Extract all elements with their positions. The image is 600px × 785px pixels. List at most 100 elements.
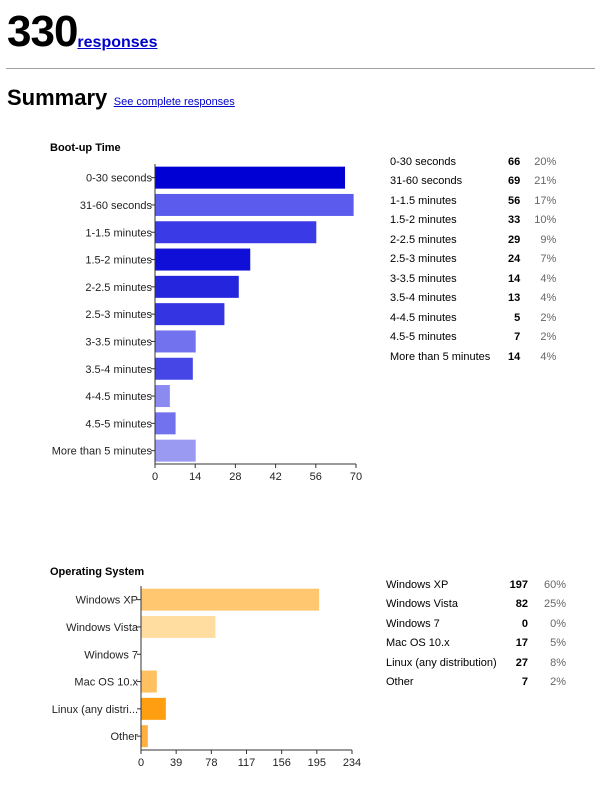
bar-windows-vista bbox=[141, 615, 216, 638]
summary-label: 4.5-5 minutes bbox=[390, 331, 457, 344]
summary-count: 27 bbox=[515, 656, 528, 669]
summary-percent: 2% bbox=[540, 311, 557, 324]
category-label-3-3-5-minutes: 3-3.5 minutes bbox=[85, 336, 152, 348]
summary-label: Windows 7 bbox=[386, 617, 440, 630]
x-tick-label: 117 bbox=[238, 757, 256, 769]
category-label-other: Other bbox=[110, 731, 138, 743]
summary-row-3-5-4-minutes: 3.5-4 minutes 13 4% bbox=[390, 289, 556, 309]
x-tick-label: 78 bbox=[205, 757, 217, 769]
summary-row-windows-vista: Windows Vista 82 25% bbox=[386, 595, 566, 615]
summary-label: 1-1.5 minutes bbox=[390, 194, 457, 207]
summary-label: More than 5 minutes bbox=[390, 350, 491, 363]
summary-count: 7 bbox=[514, 331, 521, 344]
bar-31-60-seconds bbox=[155, 193, 354, 216]
summary-label: 0-30 seconds bbox=[390, 155, 457, 168]
summary-count: 82 bbox=[515, 598, 528, 611]
summary-label: 2-2.5 minutes bbox=[390, 233, 457, 246]
summary-percent: 4% bbox=[540, 272, 557, 285]
boot-up-time-summary-table: 0-30 seconds 66 20% 31-60 seconds 69 21% 1-1.5… bbox=[390, 152, 556, 367]
summary-label: 4-4.5 minutes bbox=[390, 311, 457, 324]
category-label-windows-vista: Windows Vista bbox=[66, 622, 139, 634]
summary-header: Summary See complete responses bbox=[7, 85, 235, 111]
x-tick-label: 156 bbox=[272, 757, 290, 769]
summary-percent: 2% bbox=[540, 331, 557, 344]
see-complete-responses-link[interactable]: See complete responses bbox=[113, 96, 235, 108]
summary-label: 31-60 seconds bbox=[390, 175, 463, 188]
category-label-linux-any-distribution: Linux (any distri... bbox=[52, 704, 138, 716]
bar-1-1-5-minutes bbox=[155, 221, 317, 244]
summary-row-windows-7: Windows 7 0 0% bbox=[386, 614, 566, 634]
summary-row-31-60-seconds: 31-60 seconds 69 21% bbox=[390, 172, 556, 192]
summary-row-2-5-3-minutes: 2.5-3 minutes 24 7% bbox=[390, 250, 556, 270]
category-label-1-1-5-minutes: 1-1.5 minutes bbox=[85, 227, 152, 239]
responses-link[interactable]: responses bbox=[77, 34, 158, 51]
summary-row-windows-xp: Windows XP 197 60% bbox=[386, 575, 566, 595]
summary-row-2-2-5-minutes: 2-2.5 minutes 29 9% bbox=[390, 230, 556, 250]
category-label-2-2-5-minutes: 2-2.5 minutes bbox=[85, 282, 152, 294]
bar-0-30-seconds bbox=[155, 166, 346, 189]
summary-percent: 2% bbox=[550, 676, 566, 689]
category-label-windows-7: Windows 7 bbox=[84, 649, 138, 661]
x-tick-label: 0 bbox=[138, 757, 144, 769]
summary-label: 3.5-4 minutes bbox=[390, 292, 457, 305]
bar-2-2-5-minutes bbox=[155, 275, 239, 298]
summary-row-mac-os-10-x: Mac OS 10.x 17 5% bbox=[386, 634, 566, 654]
category-label-windows-xp: Windows XP bbox=[76, 595, 138, 607]
bar-windows-xp bbox=[141, 588, 320, 611]
category-label-4-4-5-minutes: 4-4.5 minutes bbox=[85, 391, 152, 403]
summary-row-0-30-seconds: 0-30 seconds 66 20% bbox=[390, 152, 556, 172]
summary-count: 13 bbox=[508, 292, 521, 305]
bar-2-5-3-minutes bbox=[155, 303, 225, 326]
bar-4-5-5-minutes bbox=[155, 412, 176, 435]
summary-percent: 60% bbox=[543, 578, 566, 591]
summary-row-4-5-5-minutes: 4.5-5 minutes 7 2% bbox=[390, 328, 556, 348]
summary-count: 56 bbox=[508, 194, 521, 207]
summary-percent: 5% bbox=[550, 637, 566, 650]
category-label-1-5-2-minutes: 1.5-2 minutes bbox=[85, 255, 152, 267]
summary-label: 2.5-3 minutes bbox=[390, 253, 457, 266]
summary-count: 33 bbox=[508, 214, 521, 227]
x-tick-label: 195 bbox=[308, 757, 326, 769]
header: 330responses bbox=[7, 8, 157, 56]
x-tick-label: 39 bbox=[170, 757, 182, 769]
x-tick-label: 14 bbox=[189, 471, 201, 483]
category-label-2-5-3-minutes: 2.5-3 minutes bbox=[85, 309, 152, 321]
summary-count: 197 bbox=[509, 578, 528, 591]
operating-system-summary-table: Windows XP 197 60% Windows Vista 82 25% Window… bbox=[386, 575, 566, 692]
category-label-3-5-4-minutes: 3.5-4 minutes bbox=[85, 364, 152, 376]
summary-row-1-5-2-minutes: 1.5-2 minutes 33 10% bbox=[390, 211, 556, 231]
bar-other bbox=[141, 725, 148, 748]
summary-percent: 0% bbox=[550, 617, 566, 630]
category-label-0-30-seconds: 0-30 seconds bbox=[86, 173, 153, 185]
summary-percent: 20% bbox=[534, 155, 557, 168]
summary-row-linux-any-distribution: Linux (any distribution) 27 8% bbox=[386, 653, 566, 673]
bar-3-5-4-minutes bbox=[155, 357, 193, 380]
x-tick-label: 70 bbox=[350, 471, 362, 483]
x-tick-label: 56 bbox=[310, 471, 322, 483]
category-label-31-60-seconds: 31-60 seconds bbox=[80, 200, 153, 212]
summary-count: 17 bbox=[515, 637, 528, 650]
summary-count: 7 bbox=[521, 676, 528, 689]
summary-percent: 21% bbox=[534, 175, 557, 188]
summary-percent: 7% bbox=[540, 253, 557, 266]
summary-percent: 17% bbox=[534, 194, 557, 207]
x-tick-label: 28 bbox=[229, 471, 241, 483]
summary-row-3-3-5-minutes: 3-3.5 minutes 14 4% bbox=[390, 269, 556, 289]
summary-count: 14 bbox=[508, 350, 521, 363]
category-label-4-5-5-minutes: 4.5-5 minutes bbox=[85, 418, 152, 430]
summary-count: 14 bbox=[508, 272, 521, 285]
summary-label: 3-3.5 minutes bbox=[390, 272, 457, 285]
bar-linux-any-distribution bbox=[141, 697, 166, 720]
summary-label: Mac OS 10.x bbox=[386, 637, 450, 650]
x-tick-label: 234 bbox=[343, 757, 361, 769]
chart-title-boot-up-time: Boot-up Time bbox=[50, 142, 121, 154]
divider bbox=[6, 68, 595, 69]
summary-percent: 8% bbox=[550, 656, 566, 669]
summary-count: 0 bbox=[521, 617, 528, 630]
summary-row-1-1-5-minutes: 1-1.5 minutes 56 17% bbox=[390, 191, 556, 211]
chart-title-operating-system: Operating System bbox=[50, 566, 145, 578]
response-count: 330 bbox=[7, 7, 78, 56]
bar-1-5-2-minutes bbox=[155, 248, 251, 271]
summary-count: 5 bbox=[514, 311, 521, 324]
bar-4-4-5-minutes bbox=[155, 385, 170, 408]
